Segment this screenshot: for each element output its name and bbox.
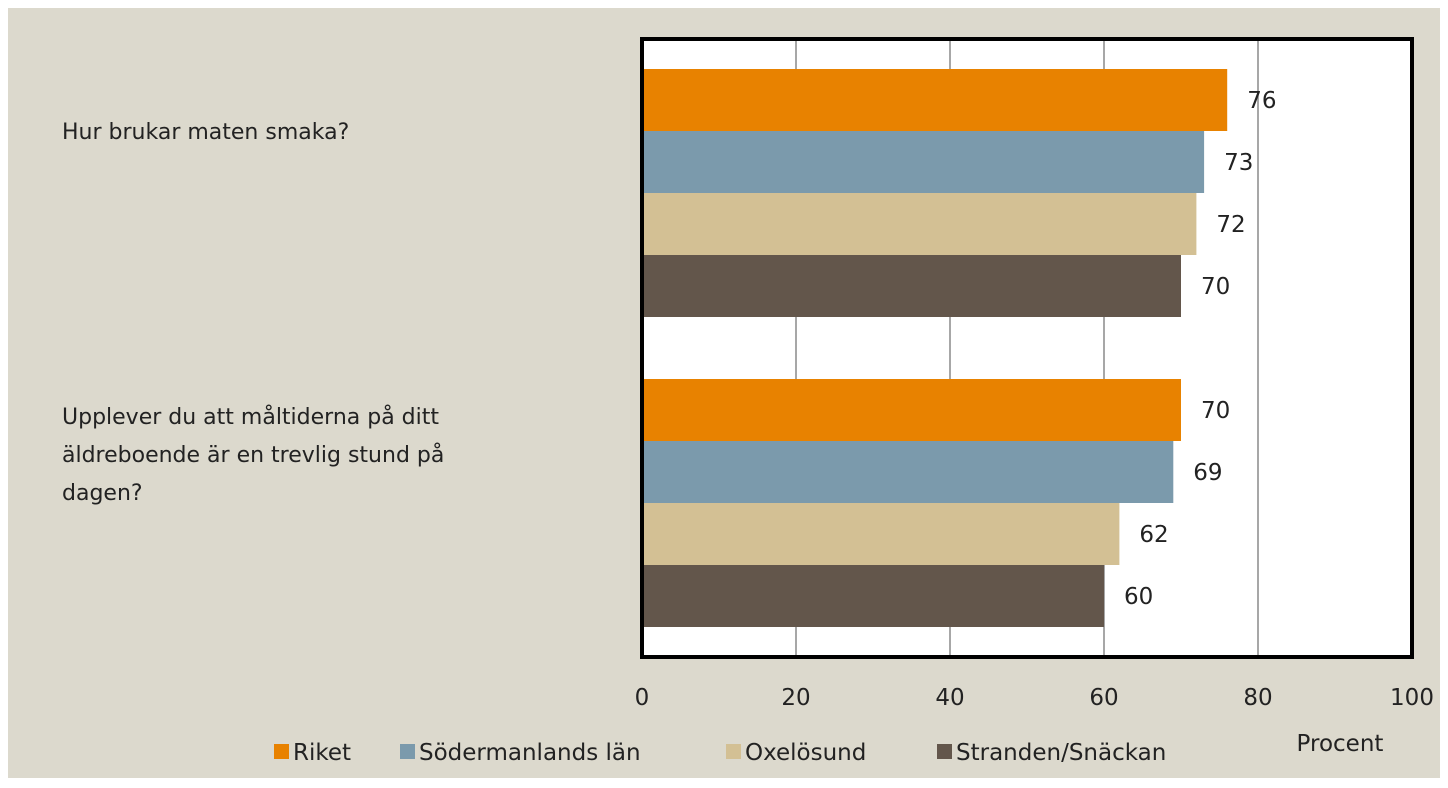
data-label: 72 bbox=[1216, 212, 1245, 238]
x-tick-label: 80 bbox=[1243, 685, 1272, 711]
bar bbox=[642, 255, 1181, 317]
legend-label: Riket bbox=[293, 740, 351, 766]
bar bbox=[642, 379, 1181, 441]
legend-label: Stranden/Snäckan bbox=[956, 740, 1166, 766]
x-tick-label: 0 bbox=[635, 685, 650, 711]
legend-swatch bbox=[400, 744, 415, 759]
bar bbox=[642, 69, 1228, 131]
x-tick-label: 60 bbox=[1089, 685, 1118, 711]
legend-swatch bbox=[274, 744, 289, 759]
legend-label: Oxelösund bbox=[745, 740, 866, 766]
category-label: Hur brukar maten smaka? bbox=[62, 120, 349, 145]
data-label: 70 bbox=[1201, 398, 1230, 424]
plot-frame bbox=[640, 37, 1414, 659]
legend-swatch bbox=[726, 744, 741, 759]
category-label: Upplever du att måltiderna på ditt bbox=[62, 404, 439, 430]
category-label: dagen? bbox=[62, 481, 143, 506]
data-label: 62 bbox=[1139, 522, 1168, 548]
bar bbox=[642, 131, 1205, 193]
bar bbox=[642, 441, 1174, 503]
x-tick-label: 100 bbox=[1390, 685, 1434, 711]
data-label: 70 bbox=[1201, 274, 1230, 300]
data-label: 73 bbox=[1224, 150, 1253, 176]
x-tick-label: 40 bbox=[935, 685, 964, 711]
category-label: äldreboende är en trevlig stund på bbox=[62, 442, 444, 468]
bar bbox=[642, 565, 1104, 627]
data-label: 60 bbox=[1124, 584, 1153, 610]
data-label: 69 bbox=[1193, 460, 1222, 486]
bar bbox=[642, 503, 1120, 565]
x-tick-label: 20 bbox=[781, 685, 810, 711]
legend-label: Södermanlands län bbox=[419, 740, 641, 766]
x-axis-title: Procent bbox=[1297, 731, 1384, 757]
bar bbox=[642, 193, 1197, 255]
legend-swatch bbox=[937, 744, 952, 759]
data-label: 76 bbox=[1247, 88, 1276, 114]
